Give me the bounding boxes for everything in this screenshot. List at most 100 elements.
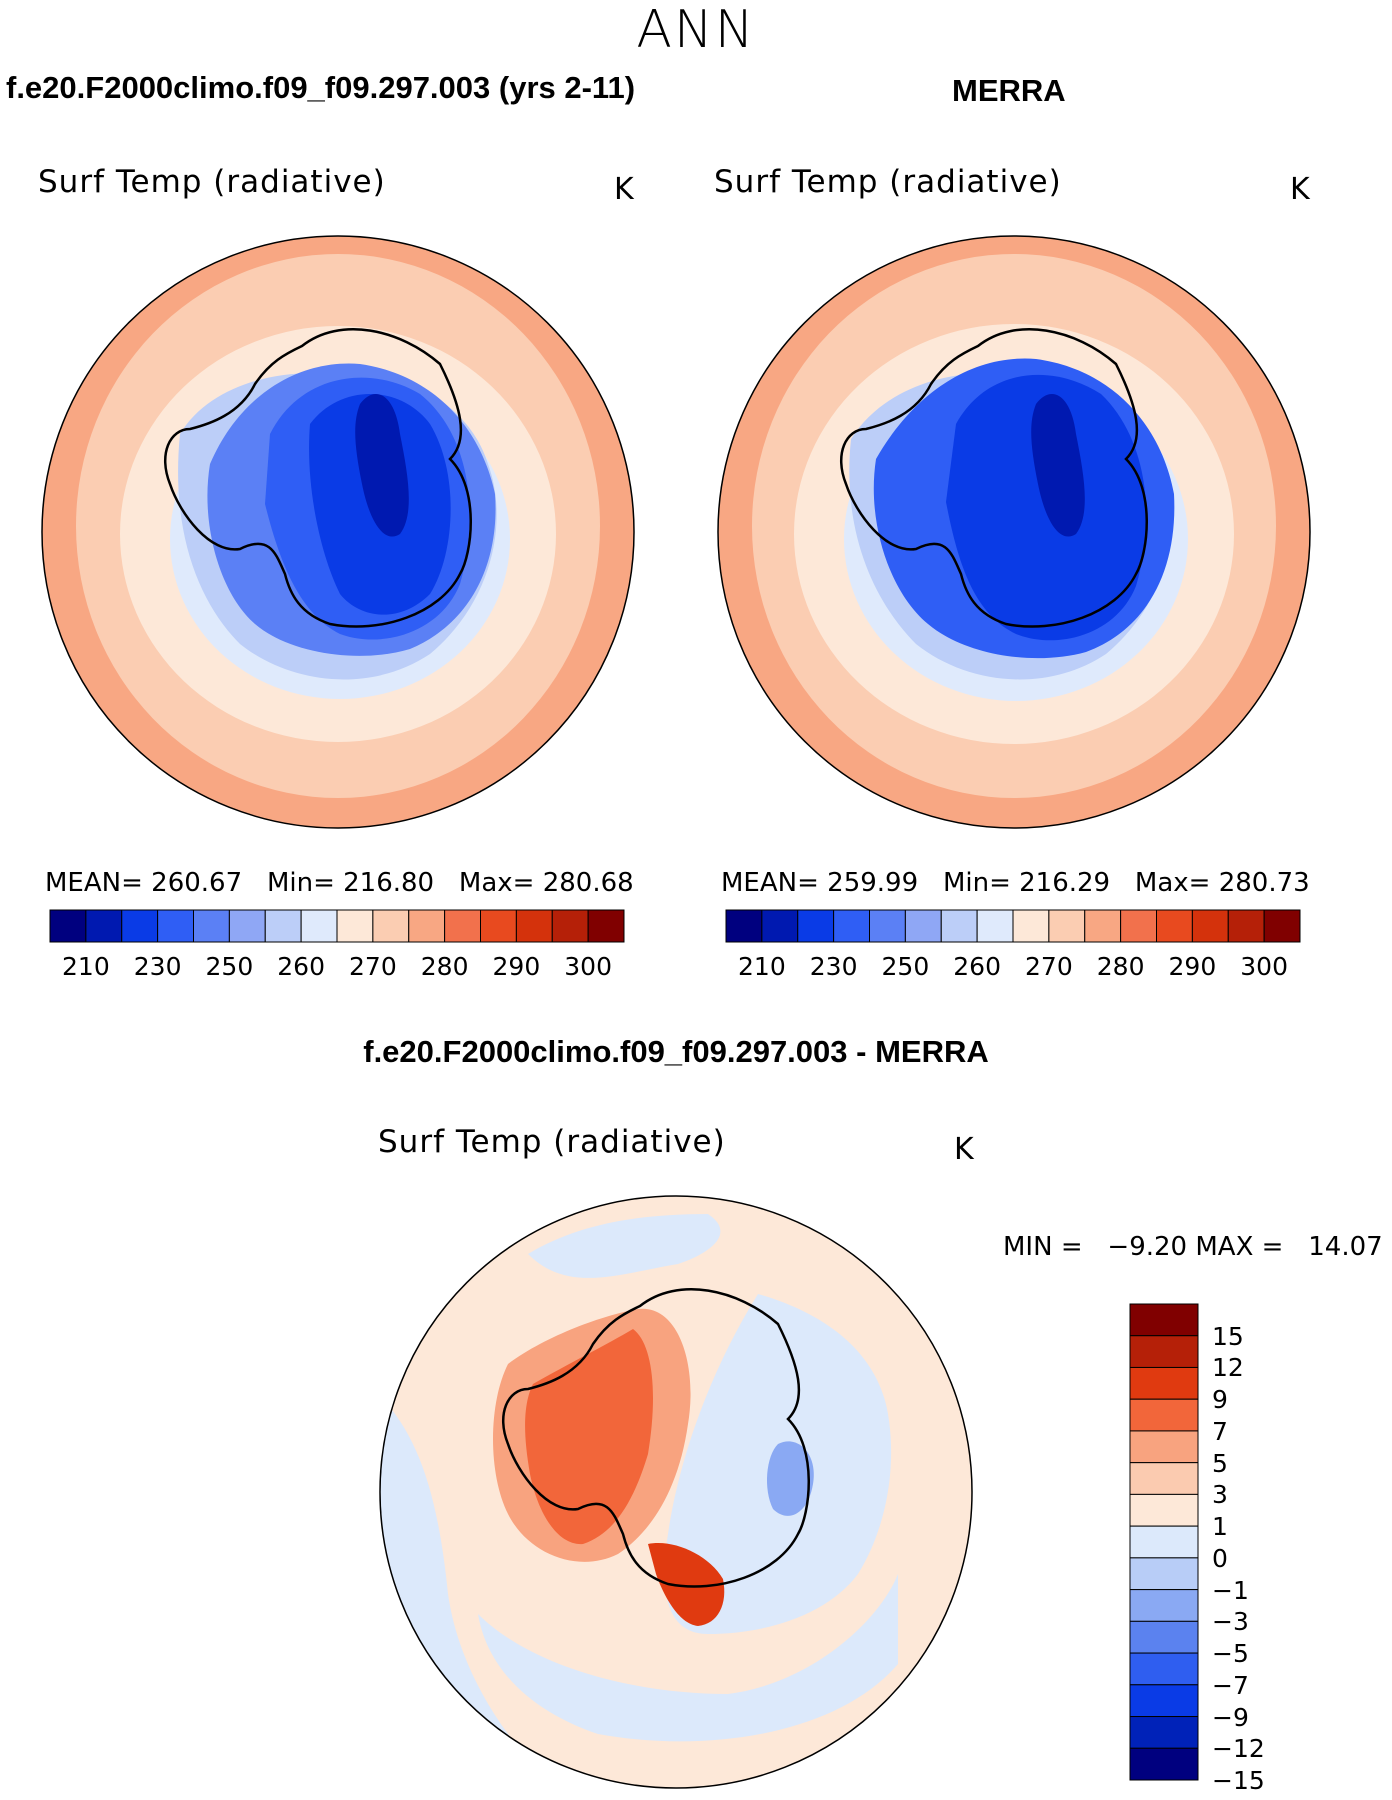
map-band-220: [1031, 394, 1085, 537]
max-label: Max=: [1134, 868, 1211, 898]
diff-colorbar-ticks: 15 12 9 7 5 3 1 0 −1 −3 −5 −7 −9 −12 −15: [1206, 1304, 1316, 1795]
colorbar-swatch: [121, 909, 159, 943]
colorbar-tick-label: 9: [1212, 1385, 1228, 1415]
colorbar-swatch: [1129, 1303, 1199, 1337]
colorbar-tick-label: 280: [420, 952, 469, 981]
colorbar-tick-label: −1: [1212, 1575, 1249, 1605]
diff-title: f.e20.F2000climo.f09_f09.297.003 - MERRA: [363, 1034, 989, 1069]
colorbar-swatch: [336, 909, 374, 943]
colorbar-swatch: [1129, 1462, 1199, 1495]
diff-max-value: 14.07: [1308, 1232, 1383, 1262]
colorbar-tick-label: 300: [1240, 952, 1288, 981]
right-units: K: [1290, 172, 1310, 207]
right-colorbar: [725, 909, 1301, 943]
colorbar-tick-label: 230: [809, 952, 858, 981]
colorbar-swatch: [587, 909, 625, 943]
mean-value: 259.99: [827, 868, 919, 898]
colorbar-swatch: [1156, 909, 1193, 943]
map-boundary: [41, 235, 635, 829]
colorbar-tick-label: 260: [953, 952, 1001, 981]
colorbar-swatch: [1227, 909, 1265, 943]
map-boundary: [379, 1195, 973, 1789]
colorbar-swatch: [1191, 909, 1229, 943]
colorbar-swatch: [761, 909, 799, 943]
colorbar-tick-label: 280: [1096, 952, 1145, 981]
colorbar-swatch: [1129, 1335, 1199, 1368]
diff-max-label: MAX =: [1195, 1232, 1284, 1262]
max-value: 280.73: [1218, 868, 1310, 898]
colorbar-swatch: [300, 909, 338, 943]
colorbar-tick-label: 270: [349, 952, 397, 981]
left-colorbar-ticks: 210 230 250 260 270 280 290 300: [50, 952, 624, 982]
colorbar-tick-label: 290: [1168, 952, 1217, 981]
left-variable-title: Surf Temp (radiative): [38, 164, 386, 200]
colorbar-tick-label: 250: [205, 952, 254, 981]
diff-colorbar: [1129, 1303, 1199, 1781]
colorbar-tick-label: 270: [1025, 952, 1073, 981]
colorbar-swatch: [833, 909, 870, 943]
colorbar-tick-label: −9: [1212, 1702, 1249, 1732]
colorbar-swatch: [228, 909, 266, 943]
min-label: Min=: [266, 868, 335, 898]
colorbar-tick-label: −3: [1212, 1607, 1249, 1637]
colorbar-swatch: [1129, 1557, 1199, 1591]
diff-minmax: MIN = −9.20 MAX = 14.07: [1003, 1232, 1383, 1262]
colorbar-swatch: [1129, 1684, 1199, 1718]
mean-label: MEAN=: [45, 868, 143, 898]
min-value: 216.29: [1019, 868, 1111, 898]
colorbar-swatch: [49, 909, 87, 943]
max-label: Max=: [458, 868, 535, 898]
colorbar-tick-label: 0: [1212, 1543, 1228, 1573]
mean-value: 260.67: [151, 868, 243, 898]
min-value: 216.80: [343, 868, 435, 898]
super-title: ANN: [636, 0, 756, 60]
colorbar-tick-label: 210: [738, 952, 786, 981]
colorbar-swatch: [797, 909, 835, 943]
map-band-neg3-neg5: [766, 1441, 814, 1516]
colorbar-swatch: [408, 909, 446, 943]
colorbar-tick-label: 290: [492, 952, 541, 981]
colorbar-tick-label: −12: [1212, 1734, 1265, 1764]
colorbar-swatch: [976, 909, 1014, 943]
colorbar-swatch: [904, 909, 942, 943]
map-band-5-7: [525, 1329, 653, 1545]
colorbar-tick-label: 260: [277, 952, 325, 981]
right-stats: MEAN= 259.99 Min= 216.29 Max= 280.73: [721, 868, 1310, 898]
colorbar-swatch: [1129, 1430, 1199, 1464]
colorbar-swatch: [1129, 1620, 1199, 1654]
antarctica-coastline: [840, 328, 1148, 628]
colorbar-swatch: [1263, 909, 1301, 943]
colorbar-swatch: [157, 909, 194, 943]
right-colorbar-ticks: 210 230 250 260 270 280 290 300: [726, 952, 1300, 982]
map-band-neg1-south: [478, 1574, 898, 1742]
colorbar-swatch: [1048, 909, 1086, 943]
colorbar-swatch: [1129, 1398, 1199, 1432]
map-boundary: [717, 235, 1311, 829]
colorbar-tick-label: 12: [1212, 1353, 1244, 1383]
colorbar-tick-label: −15: [1212, 1766, 1265, 1795]
diff-variable-title: Surf Temp (radiative): [378, 1124, 726, 1160]
max-value: 280.68: [542, 868, 634, 898]
colorbar-swatch: [1120, 909, 1157, 943]
right-polar-map: [717, 235, 1311, 829]
colorbar-tick-label: 15: [1212, 1321, 1244, 1351]
colorbar-tick-label: 3: [1212, 1480, 1228, 1510]
diff-min-label: MIN =: [1003, 1232, 1083, 1262]
colorbar-swatch: [1129, 1525, 1199, 1559]
colorbar-swatch: [1129, 1716, 1199, 1749]
antarctica-coastline: [502, 1288, 810, 1588]
colorbar-swatch: [940, 909, 978, 943]
colorbar-swatch: [85, 909, 123, 943]
left-case-title: f.e20.F2000climo.f09_f09.297.003 (yrs 2-…: [6, 70, 636, 105]
colorbar-tick-label: 230: [133, 952, 182, 981]
colorbar-swatch: [869, 909, 906, 943]
colorbar-tick-label: 7: [1212, 1416, 1228, 1446]
colorbar-tick-label: 1: [1212, 1512, 1228, 1542]
right-variable-title: Surf Temp (radiative): [714, 164, 1062, 200]
colorbar-swatch: [515, 909, 553, 943]
colorbar-swatch: [372, 909, 410, 943]
colorbar-swatch: [444, 909, 481, 943]
map-band-neg1-north: [528, 1214, 721, 1278]
left-polar-map: [41, 235, 635, 829]
colorbar-tick-label: 210: [62, 952, 110, 981]
